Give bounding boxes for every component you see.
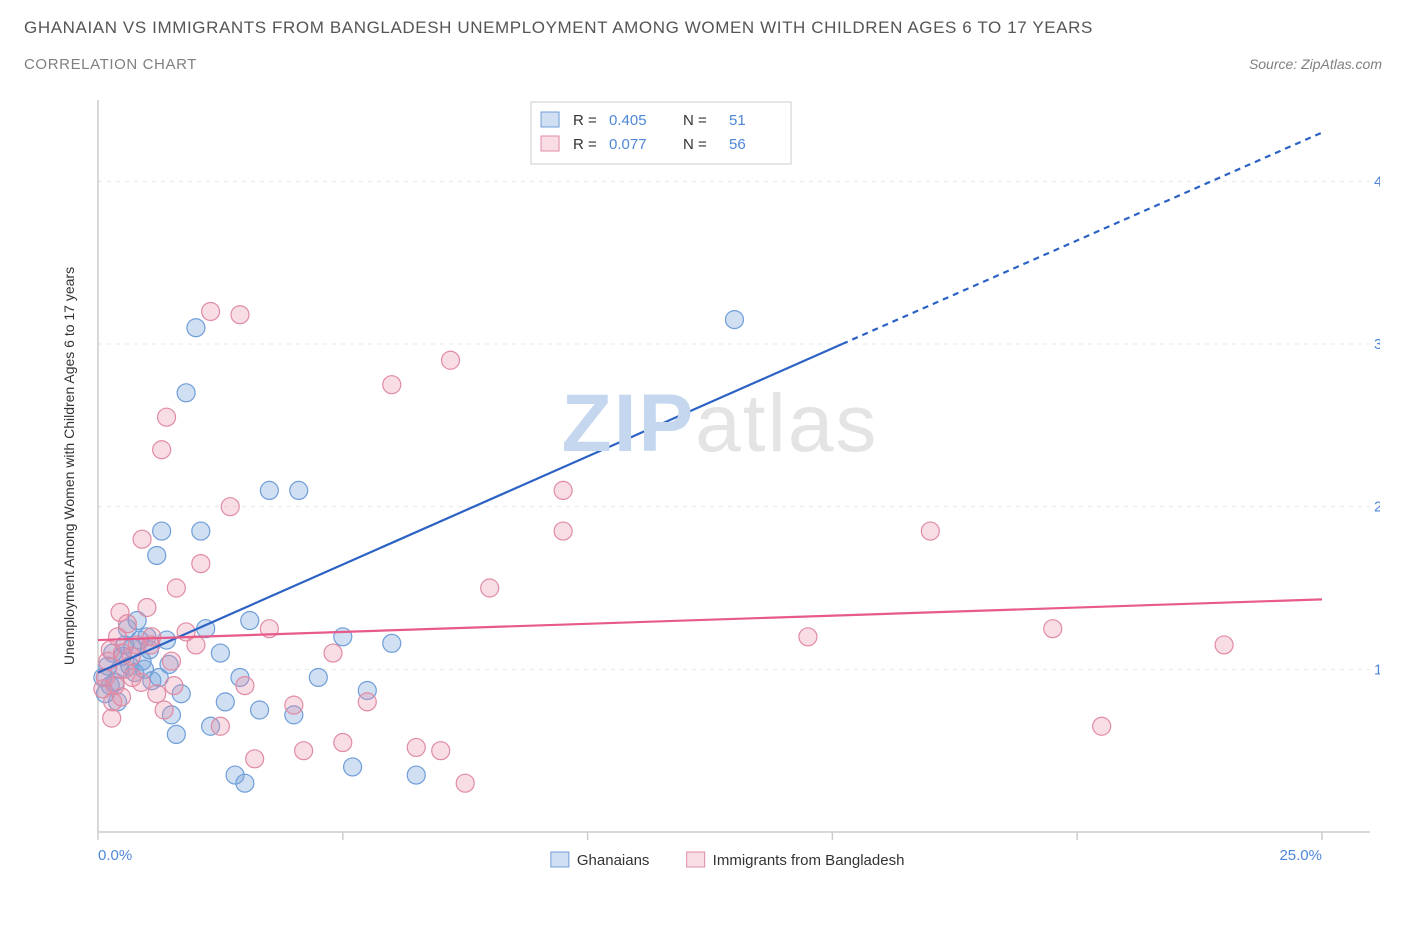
point-a (309, 668, 327, 686)
scatter-chart: 0.0% 25.0% 10.0% 20.0% 30.0% 40.0% Unemploymen… (60, 92, 1380, 882)
point-b (799, 628, 817, 646)
stats-r-label: R = (573, 136, 597, 153)
chart-container: GHANAIAN VS IMMIGRANTS FROM BANGLADESH U… (0, 0, 1406, 930)
y-tick-label: 20.0% (1374, 499, 1380, 516)
point-b (383, 376, 401, 394)
point-a (260, 481, 278, 499)
y-tick-label: 30.0% (1374, 336, 1380, 353)
point-b (1215, 636, 1233, 654)
point-b (187, 636, 205, 654)
stats-swatch (541, 112, 559, 127)
point-b (132, 673, 150, 691)
point-a (153, 522, 171, 540)
point-b (155, 701, 173, 719)
stats-n-value: 56 (729, 136, 746, 153)
main-title: GHANAIAN VS IMMIGRANTS FROM BANGLADESH U… (24, 18, 1382, 38)
stats-n-label: N = (683, 136, 707, 153)
point-b (442, 351, 460, 369)
source-label: Source: ZipAtlas.com (1249, 56, 1382, 72)
point-a (167, 725, 185, 743)
point-a (236, 774, 254, 792)
stats-n-value: 51 (729, 112, 746, 129)
point-b (921, 522, 939, 540)
point-b (432, 742, 450, 760)
y-axis-label: Unemployment Among Women with Children A… (61, 267, 77, 665)
point-b (1093, 717, 1111, 735)
stats-r-label: R = (573, 112, 597, 129)
point-b (285, 696, 303, 714)
point-b (456, 774, 474, 792)
point-b (122, 647, 140, 665)
point-b (165, 677, 183, 695)
point-b (358, 693, 376, 711)
legend-label: Ghanaians (577, 852, 650, 869)
point-a (187, 319, 205, 337)
point-b (1044, 620, 1062, 638)
point-a (725, 311, 743, 329)
trend-line-b (98, 599, 1322, 640)
point-b (407, 738, 425, 756)
point-b (153, 441, 171, 459)
y-tick-label: 40.0% (1374, 173, 1380, 190)
legend-label: Immigrants from Bangladesh (713, 852, 905, 869)
point-b (148, 685, 166, 703)
point-b (236, 677, 254, 695)
point-a (148, 546, 166, 564)
point-b (162, 652, 180, 670)
x-tick-label: 25.0% (1279, 847, 1322, 864)
point-a (251, 701, 269, 719)
point-a (407, 766, 425, 784)
stats-n-label: N = (683, 112, 707, 129)
point-b (202, 302, 220, 320)
subtitle: CORRELATION CHART (24, 56, 197, 73)
point-a (211, 644, 229, 662)
point-b (481, 579, 499, 597)
title-area: GHANAIAN VS IMMIGRANTS FROM BANGLADESH U… (0, 0, 1406, 73)
point-a (216, 693, 234, 711)
point-b (295, 742, 313, 760)
stats-r-value: 0.405 (609, 112, 647, 129)
point-a (334, 628, 352, 646)
point-a (290, 481, 308, 499)
chart-area: 0.0% 25.0% 10.0% 20.0% 30.0% 40.0% Unemploymen… (60, 92, 1380, 882)
point-b (138, 599, 156, 617)
stats-swatch (541, 136, 559, 151)
point-b (334, 734, 352, 752)
stats-r-value: 0.077 (609, 136, 647, 153)
point-a (177, 384, 195, 402)
trend-line-a (98, 344, 842, 673)
point-b (246, 750, 264, 768)
point-b (221, 498, 239, 516)
y-tick-label: 10.0% (1374, 661, 1380, 678)
point-a (344, 758, 362, 776)
point-b (113, 688, 131, 706)
point-b (554, 481, 572, 499)
point-b (554, 522, 572, 540)
point-b (167, 579, 185, 597)
stats-box (531, 102, 791, 164)
legend-swatch (551, 852, 569, 867)
point-b (192, 555, 210, 573)
point-a (192, 522, 210, 540)
point-b (211, 717, 229, 735)
trend-line-a-dashed (842, 133, 1322, 344)
point-b (133, 530, 151, 548)
point-a (383, 634, 401, 652)
subtitle-row: CORRELATION CHART Source: ZipAtlas.com (24, 56, 1382, 73)
point-b (103, 709, 121, 727)
point-a (241, 612, 259, 630)
point-b (158, 408, 176, 426)
point-b (231, 306, 249, 324)
point-b (118, 615, 136, 633)
point-b (324, 644, 342, 662)
legend-swatch (687, 852, 705, 867)
x-tick-label: 0.0% (98, 847, 132, 864)
